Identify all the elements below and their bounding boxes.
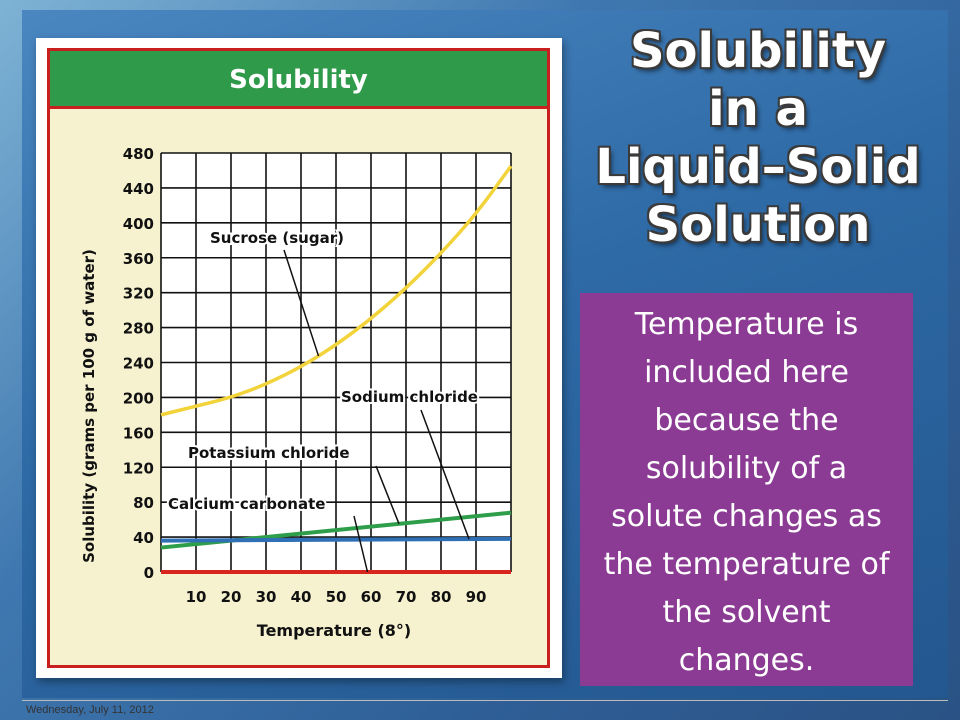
tick-labels: 0 40 80 120 160 200 240 280 320 360 400 440 480 10 20 3… (123, 145, 487, 606)
y-tick-label: 40 (133, 529, 154, 547)
x-tick-label: 20 (221, 588, 242, 606)
annotation-label: Potassium chloride (188, 444, 350, 462)
x-tick-label: 10 (186, 588, 207, 606)
solubility-chart: 0 40 80 120 160 200 240 280 320 360 400 440 480 10 20 3… (80, 145, 513, 640)
x-tick-label: 60 (361, 588, 382, 606)
y-tick-label: 280 (123, 320, 154, 338)
explanation-box: Temperature is included here because the… (580, 293, 913, 686)
annotation-leader (420, 409, 470, 540)
series-layer (160, 165, 513, 574)
x-tick-label: 80 (431, 588, 452, 606)
series-line-0 (160, 165, 513, 417)
x-axis-label: Temperature (8°) (257, 621, 411, 640)
x-tick-label: 90 (466, 588, 487, 606)
x-tick-label: 30 (256, 588, 277, 606)
series-line-2 (160, 536, 512, 543)
chart-title: Solubility (50, 51, 547, 109)
y-tick-label: 160 (123, 424, 154, 442)
y-tick-label: 0 (144, 564, 154, 582)
grid (160, 152, 512, 573)
annotation-leader (283, 249, 320, 357)
y-tick-label: 80 (133, 494, 154, 512)
annotation-leader (353, 515, 369, 573)
y-tick-label: 440 (123, 180, 154, 198)
annotations: Sucrose (sugar) Sodium chloride Potassium … (166, 227, 480, 573)
y-tick-label: 480 (123, 145, 154, 163)
y-tick-label: 320 (123, 285, 154, 303)
y-tick-label: 200 (123, 389, 154, 407)
annotation-label: Sucrose (sugar) (210, 229, 344, 247)
footer-divider (22, 700, 948, 701)
y-tick-label: 120 (123, 459, 154, 477)
annotation-leader (375, 465, 400, 525)
x-tick-label: 40 (291, 588, 312, 606)
annotation-label: Sodium chloride (341, 388, 478, 406)
y-tick-label: 240 (123, 355, 154, 373)
annotation-label: Calcium carbonate (168, 495, 325, 513)
x-tick-label: 70 (396, 588, 417, 606)
y-axis-label: Solubility (grams per 100 g of water) (80, 249, 98, 563)
slide-title: Solubility in a Liquid–Solid Solution (595, 23, 921, 253)
x-tick-label: 50 (326, 588, 347, 606)
y-tick-label: 400 (123, 215, 154, 233)
footer-date: Wednesday, July 11, 2012 (26, 704, 154, 716)
y-tick-label: 360 (123, 250, 154, 268)
